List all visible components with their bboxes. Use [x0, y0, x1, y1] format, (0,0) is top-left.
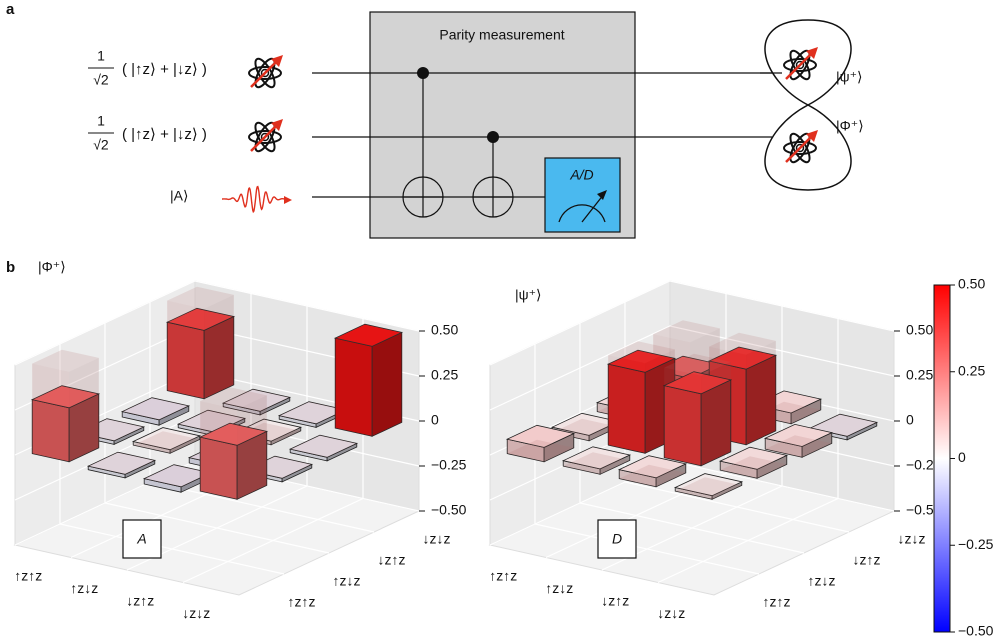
z-tick-label: 0.50 [431, 322, 458, 338]
chart-title: |ψ⁺⟩ [515, 287, 541, 303]
row-label: ↑z↓z [333, 572, 361, 588]
bar-face [664, 368, 701, 466]
control-dot [487, 131, 499, 143]
output-state: |Φ⁺⟩ [836, 118, 864, 134]
ideal-bar [32, 350, 99, 462]
ideal-bar [167, 287, 234, 399]
ideal-bar [200, 387, 267, 499]
charts: 0.50 0.25 0 −0.25 −0.50 ↑z↑z ↑z↓z ↓z↑z ↓z↓z ↑z↑z ↑… [14, 259, 941, 621]
z-tick-label: 0.50 [906, 322, 933, 338]
atom-icon [249, 55, 283, 90]
bar3d-chart: 0.50 0.25 0 −0.25 −0.50 ↑z↑z ↑z↓z ↓z↑z ↓z↓z ↑z↑z ↑… [14, 259, 466, 621]
wave-icon [222, 187, 288, 212]
z-tick-label: 0.25 [431, 367, 458, 383]
row-label: ↓z↓z [423, 530, 451, 546]
inset-label: A [136, 531, 146, 547]
bar3d-chart: 0.500.250−0.25−0.50↑z↑z↑z↓z↓z↑z↓z↓z↑z↑z↑… [489, 281, 941, 621]
bar-face [69, 358, 99, 462]
figure: a Parity measurement A/D 1 √2 ( |↑z⟩ + |… [0, 0, 1005, 644]
bar-face [167, 301, 204, 399]
row-label: ↑z↑z [288, 593, 316, 609]
colorbar-tick-label: 0.25 [958, 362, 985, 378]
z-tick-label: −0.25 [431, 457, 467, 473]
col-label: ↓z↓z [182, 605, 210, 621]
entanglement-loop [765, 20, 851, 190]
col-label: ↓z↑z [126, 593, 154, 609]
state: ( |↑z⟩ + |↓z⟩ ) [122, 61, 207, 78]
numerator: 1 [97, 48, 105, 64]
col-label: ↑z↑z [14, 568, 42, 584]
state: ( |↑z⟩ + |↓z⟩ ) [122, 126, 207, 143]
ideal-bar [664, 354, 731, 466]
col-label: ↑z↓z [70, 580, 98, 596]
row-label: ↓z↓z [898, 530, 926, 546]
colorbar-tick-label: 0 [958, 449, 966, 465]
col-label: ↓z↑z [601, 593, 629, 609]
denominator: √2 [93, 72, 109, 88]
colorbar: 0.50 0.25 0 −0.25 −0.50 [934, 276, 994, 639]
colorbar-tick-label: −0.25 [958, 536, 994, 552]
row-label: ↓z↑z [853, 551, 881, 567]
bar-face [701, 362, 731, 466]
bar-face [204, 295, 234, 399]
bar-face [608, 355, 645, 453]
box-title: Parity measurement [439, 27, 564, 43]
col-label: ↑z↑z [489, 568, 517, 584]
row-label: ↓z↑z [378, 551, 406, 567]
inset-label: D [612, 531, 622, 547]
numerator: 1 [97, 113, 105, 129]
z-tick-label: 0 [906, 412, 914, 428]
colorbar-fill [934, 285, 950, 632]
colorbar-tick-label: −0.50 [958, 623, 994, 639]
ancilla-label: |A⟩ [170, 188, 188, 204]
bar-face [335, 338, 372, 436]
denominator: √2 [93, 137, 109, 153]
bar-face [372, 332, 402, 436]
chart-title: |Φ⁺⟩ [38, 259, 66, 275]
output-state: |ψ⁺⟩ [836, 69, 862, 85]
bar-face [32, 364, 69, 462]
panel-label: a [6, 1, 15, 18]
atom-icon [249, 119, 283, 154]
z-tick-label: −0.50 [431, 502, 467, 518]
col-label: ↑z↓z [545, 580, 573, 596]
row-label: ↑z↓z [808, 572, 836, 588]
control-dot [417, 67, 429, 79]
z-tick-label: 0.25 [906, 367, 933, 383]
bar-face [746, 341, 776, 445]
colorbar-tick-label: 0.50 [958, 276, 985, 292]
detector-label: A/D [569, 167, 593, 183]
wave-arrow [284, 196, 292, 204]
z-tick-label: 0 [431, 412, 439, 428]
col-label: ↓z↓z [657, 605, 685, 621]
bar-face [200, 401, 237, 499]
bar-face [237, 395, 267, 499]
panel-label: b [6, 259, 15, 276]
row-label: ↑z↑z [763, 593, 791, 609]
ideal-bar [335, 324, 402, 436]
